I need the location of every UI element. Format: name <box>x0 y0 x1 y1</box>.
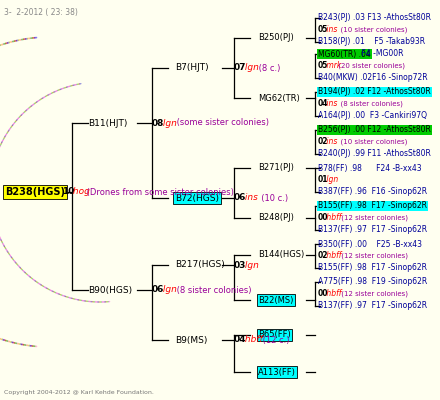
Text: B137(FF) .97  F17 -Sinop62R: B137(FF) .97 F17 -Sinop62R <box>318 302 427 310</box>
Text: ins: ins <box>324 26 338 34</box>
Text: 02: 02 <box>318 252 329 260</box>
Text: B250(PJ): B250(PJ) <box>258 34 294 42</box>
Text: B194(PJ) .02 F12 -AthosSt80R: B194(PJ) .02 F12 -AthosSt80R <box>318 88 431 96</box>
Text: B9(MS): B9(MS) <box>175 336 207 344</box>
Text: B65(FF): B65(FF) <box>258 330 291 340</box>
Text: (10 sister colonies): (10 sister colonies) <box>337 139 408 145</box>
Text: ins: ins <box>324 100 338 108</box>
Text: ins: ins <box>324 138 338 146</box>
Text: MG62(TR): MG62(TR) <box>258 94 300 102</box>
Text: A164(PJ) .00  F3 -Cankiri97Q: A164(PJ) .00 F3 -Cankiri97Q <box>318 112 427 120</box>
Text: B11(HJT): B11(HJT) <box>88 118 127 128</box>
Text: 07: 07 <box>234 64 246 72</box>
Text: lgn: lgn <box>242 64 259 72</box>
Text: (10 sister colonies): (10 sister colonies) <box>337 27 408 33</box>
Text: B155(FF) .98  F17 -Sinop62R: B155(FF) .98 F17 -Sinop62R <box>318 264 427 272</box>
Text: (8 sister colonies): (8 sister colonies) <box>337 101 403 107</box>
Text: hbff: hbff <box>324 252 342 260</box>
Text: B78(FF) .98      F24 -B-xx43: B78(FF) .98 F24 -B-xx43 <box>318 164 422 172</box>
Text: lgn: lgn <box>160 118 176 128</box>
Text: 05: 05 <box>318 26 328 34</box>
Text: B137(FF) .97  F17 -Sinop62R: B137(FF) .97 F17 -Sinop62R <box>318 226 427 234</box>
Text: (8 sister colonies): (8 sister colonies) <box>174 286 252 294</box>
Text: B158(PJ) .01    F5 -Takab93R: B158(PJ) .01 F5 -Takab93R <box>318 38 425 46</box>
Text: A775(FF) .98  F19 -Sinop62R: A775(FF) .98 F19 -Sinop62R <box>318 278 427 286</box>
Text: hog: hog <box>70 188 90 196</box>
Text: ins: ins <box>242 194 258 202</box>
Text: Copyright 2004-2012 @ Karl Kehde Foundation.: Copyright 2004-2012 @ Karl Kehde Foundat… <box>4 390 154 395</box>
Text: B40(MKW) .02F16 -Sinop72R: B40(MKW) .02F16 -Sinop72R <box>318 74 428 82</box>
Text: 3-  2-2012 ( 23: 38): 3- 2-2012 ( 23: 38) <box>4 8 78 17</box>
Text: (12 sister colonies): (12 sister colonies) <box>339 253 408 259</box>
Text: 06: 06 <box>234 194 246 202</box>
Text: (some sister colonies): (some sister colonies) <box>174 118 269 128</box>
Text: lgn: lgn <box>324 176 339 184</box>
Text: (20 sister colonies): (20 sister colonies) <box>337 63 406 69</box>
Text: B238(HGS): B238(HGS) <box>5 187 65 197</box>
Text: A113(FF): A113(FF) <box>258 368 296 376</box>
Text: 04: 04 <box>318 100 329 108</box>
Text: mrk: mrk <box>324 62 342 70</box>
Text: 00: 00 <box>318 214 329 222</box>
Text: (10 c.): (10 c.) <box>256 194 288 202</box>
Text: 05: 05 <box>318 62 328 70</box>
Text: lgn: lgn <box>242 260 259 270</box>
Text: 08: 08 <box>152 118 165 128</box>
Text: B72(HGS): B72(HGS) <box>175 194 219 202</box>
Text: hbff: hbff <box>242 336 262 344</box>
Text: B155(FF) .98  F17 -Sinop62R: B155(FF) .98 F17 -Sinop62R <box>318 202 427 210</box>
Text: 06: 06 <box>152 286 165 294</box>
Text: F4 -MG00R: F4 -MG00R <box>352 50 403 58</box>
Text: B144(HGS): B144(HGS) <box>258 250 304 260</box>
Text: (Drones from some sister colonies): (Drones from some sister colonies) <box>84 188 234 196</box>
Text: 10: 10 <box>62 188 74 196</box>
Text: (12 c.): (12 c.) <box>260 336 289 344</box>
Text: B243(PJ) .03 F13 -AthosSt80R: B243(PJ) .03 F13 -AthosSt80R <box>318 14 431 22</box>
Text: hbff: hbff <box>324 214 342 222</box>
Text: (12 sister colonies): (12 sister colonies) <box>339 291 408 297</box>
Text: hbff: hbff <box>324 290 342 298</box>
Text: MG60(TR) .04: MG60(TR) .04 <box>318 50 371 58</box>
Text: B240(PJ) .99 F11 -AthosSt80R: B240(PJ) .99 F11 -AthosSt80R <box>318 150 431 158</box>
Text: (12 sister colonies): (12 sister colonies) <box>339 215 408 221</box>
Text: B256(PJ) .00 F12 -AthosSt80R: B256(PJ) .00 F12 -AthosSt80R <box>318 126 431 134</box>
Text: B7(HJT): B7(HJT) <box>175 64 209 72</box>
Text: B271(PJ): B271(PJ) <box>258 164 294 172</box>
Text: B90(HGS): B90(HGS) <box>88 286 132 294</box>
Text: lgn: lgn <box>160 286 176 294</box>
Text: B217(HGS): B217(HGS) <box>175 260 225 270</box>
Text: B248(PJ): B248(PJ) <box>258 214 294 222</box>
Text: (8 c.): (8 c.) <box>256 64 281 72</box>
Text: 04: 04 <box>234 336 246 344</box>
Text: B350(FF) .00    F25 -B-xx43: B350(FF) .00 F25 -B-xx43 <box>318 240 422 248</box>
Text: 02: 02 <box>318 138 329 146</box>
Text: B387(FF) .96  F16 -Sinop62R: B387(FF) .96 F16 -Sinop62R <box>318 188 427 196</box>
Text: B22(MS): B22(MS) <box>258 296 293 304</box>
Text: 03: 03 <box>234 260 246 270</box>
Text: 01: 01 <box>318 176 329 184</box>
Text: 00: 00 <box>318 290 329 298</box>
